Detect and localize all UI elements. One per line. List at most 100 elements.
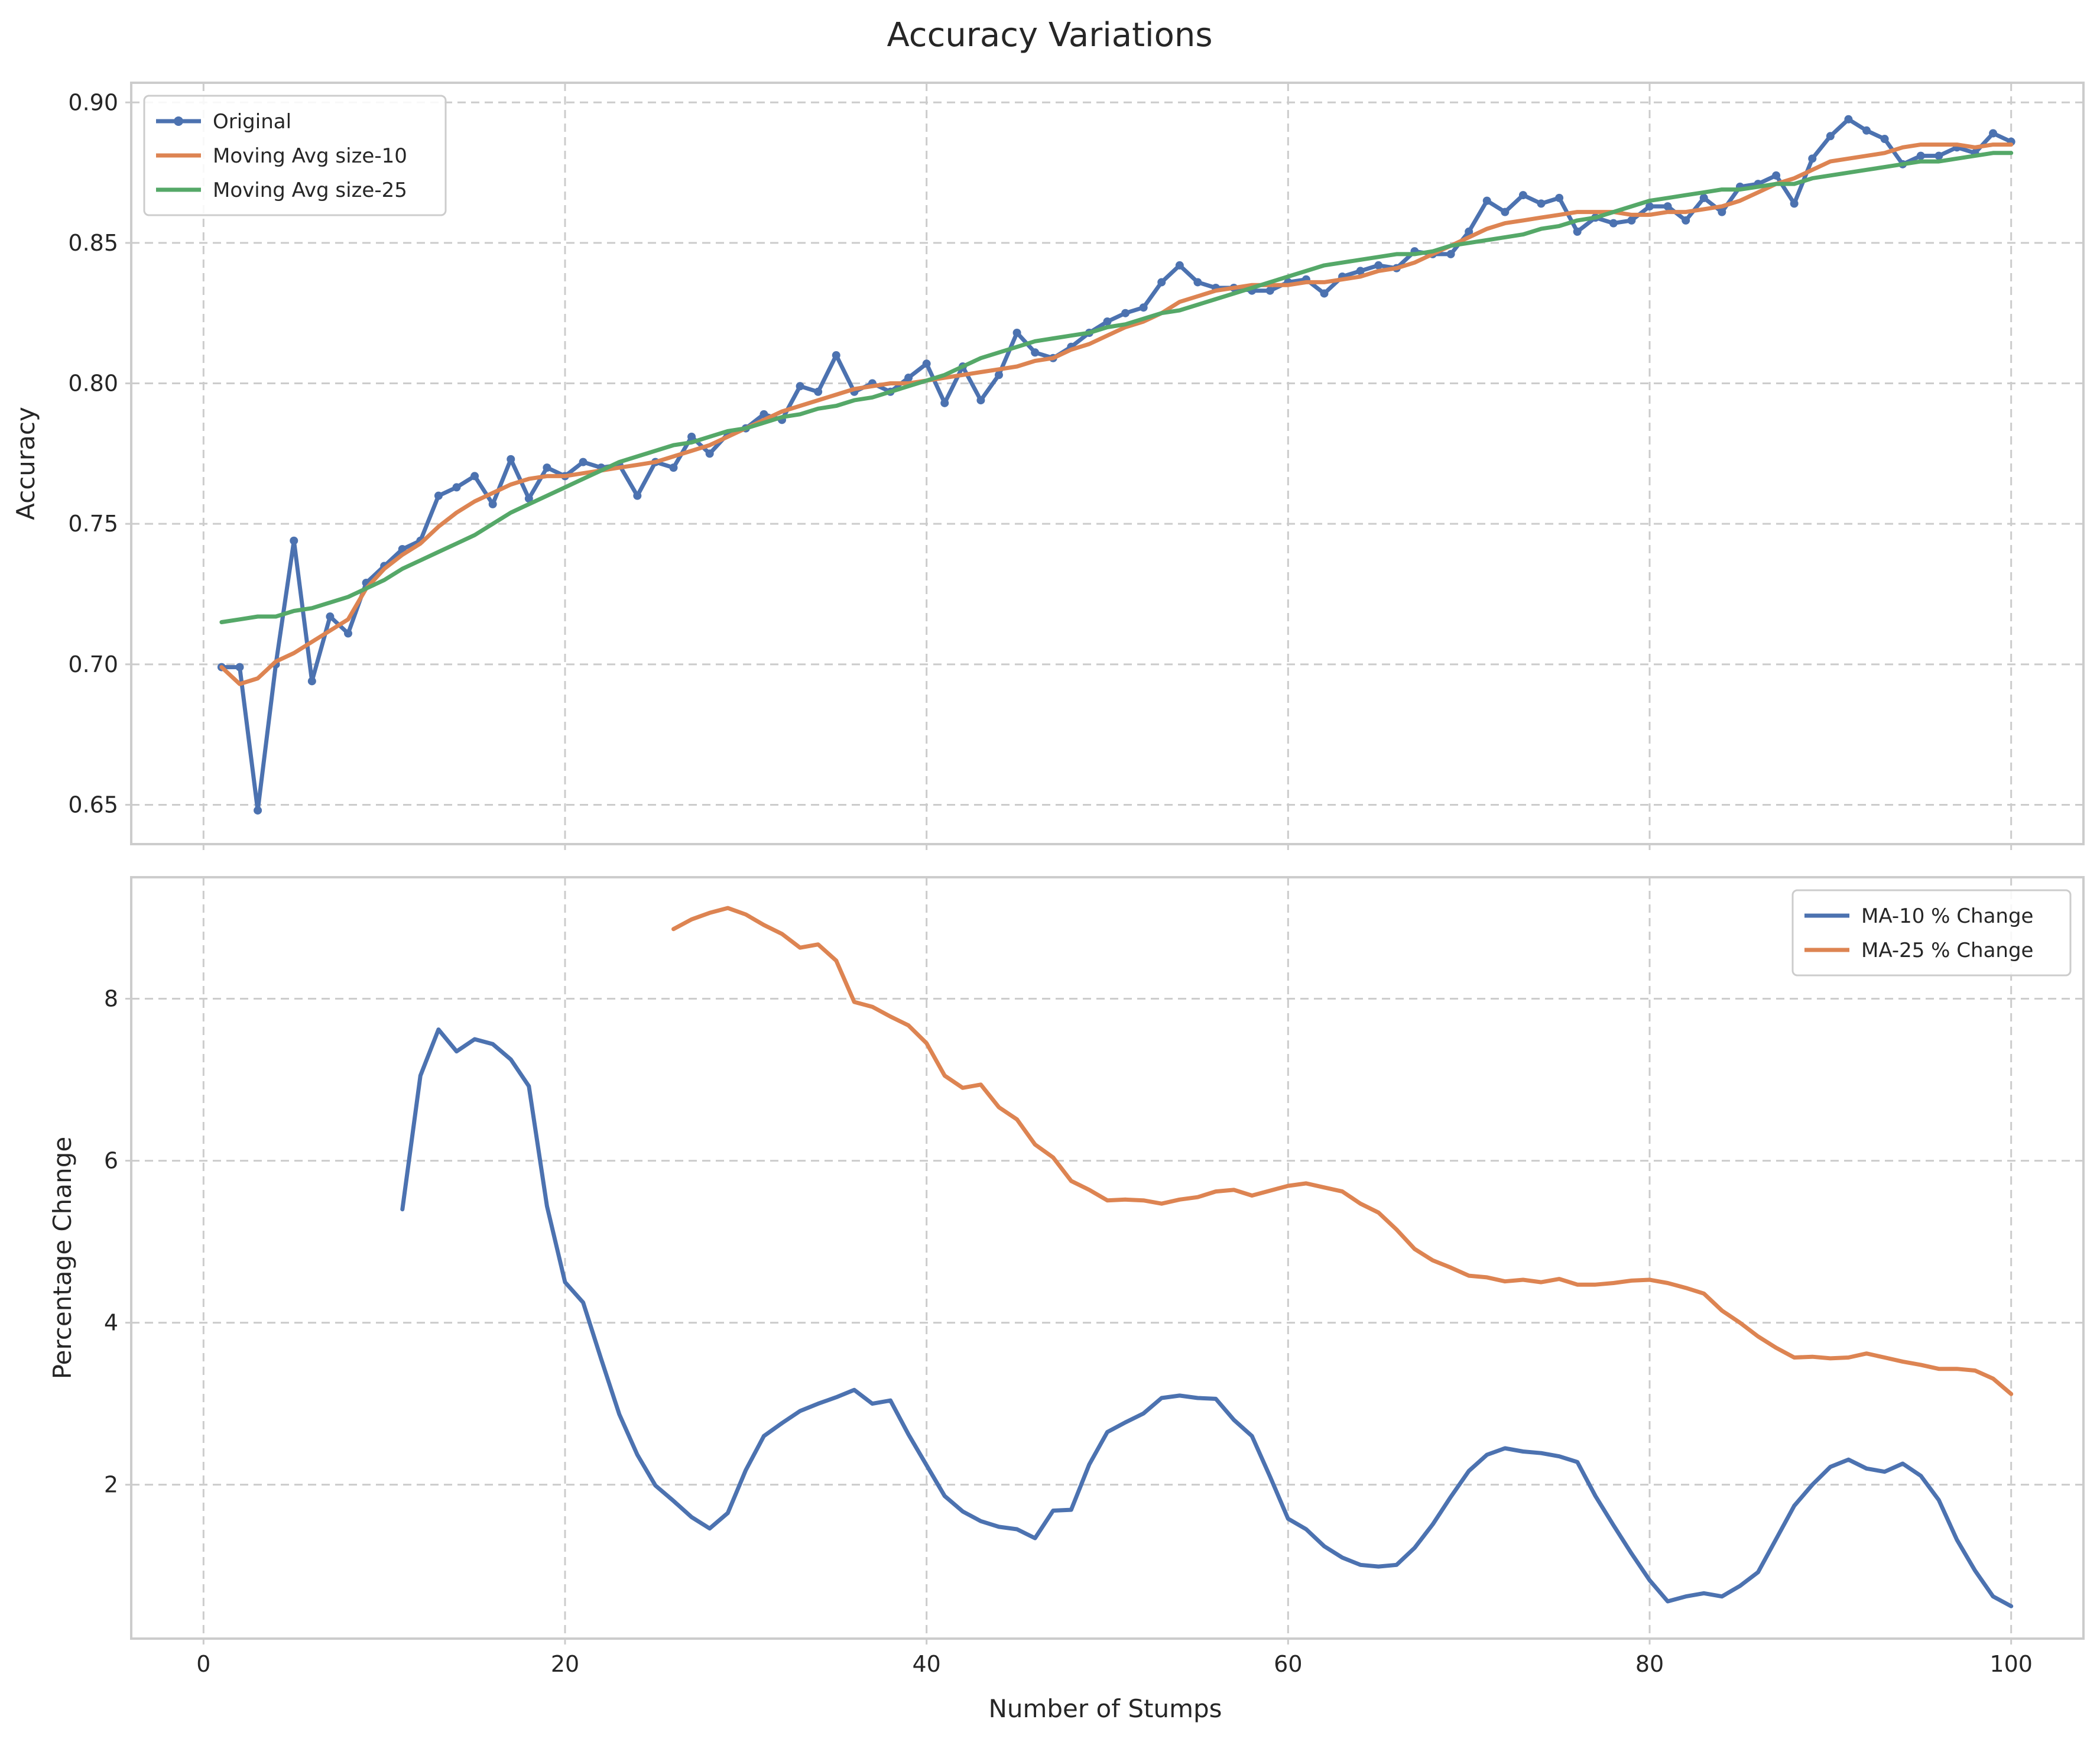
data-point: [434, 491, 443, 500]
data-point: [524, 494, 533, 503]
data-point: [1916, 151, 1925, 160]
data-point: [1446, 249, 1455, 258]
y-tick-label: 0.75: [68, 511, 118, 537]
legend-box: [143, 95, 447, 216]
data-point: [922, 359, 931, 368]
x-tick-label: 20: [551, 1651, 579, 1677]
data-point: [904, 374, 913, 382]
legend-label: Moving Avg size-10: [213, 144, 407, 168]
data-point: [687, 432, 696, 441]
data-point: [1320, 289, 1329, 298]
subplot-percentage-change: 0 20 40 60 80 100 2 4 6 8 Percentage Change MA-10 %…: [48, 876, 2085, 1677]
data-point: [488, 500, 497, 508]
data-point: [1935, 151, 1943, 160]
axes-frame: [130, 82, 2085, 845]
data-point: [1157, 278, 1166, 287]
y-tick-label: 6: [104, 1148, 118, 1174]
data-point: [1518, 191, 1527, 200]
legend: MA-10 % Change MA-25 % Change: [1791, 889, 2072, 977]
data-point: [705, 449, 714, 458]
x-tick-label: 100: [1989, 1651, 2033, 1677]
legend-marker: [174, 116, 183, 126]
series-line-ma-25-change: [671, 906, 2014, 1396]
legend-box: [1791, 889, 2072, 977]
data-point: [1555, 193, 1564, 202]
data-point: [290, 536, 298, 545]
data-point: [235, 663, 244, 672]
data-point: [1265, 286, 1274, 295]
axes-frame: [130, 876, 2085, 1640]
data-point: [1374, 261, 1383, 270]
data-point: [1175, 261, 1184, 270]
data-point: [1465, 227, 1473, 236]
data-point: [1718, 207, 1726, 216]
data-point: [814, 387, 823, 396]
data-point: [1012, 328, 1021, 337]
data-point: [1031, 348, 1040, 357]
data-point: [1537, 199, 1546, 208]
data-point: [832, 351, 840, 360]
data-point: [1663, 202, 1672, 211]
data-point: [940, 398, 949, 407]
series-line-moving-avg-size-10: [219, 142, 2014, 686]
data-point: [796, 382, 804, 391]
data-point: [1103, 317, 1112, 326]
data-point: [1682, 216, 1690, 225]
data-point: [1826, 132, 1835, 141]
y-tick-label: 0.70: [68, 651, 118, 677]
y-tick-label: 0.85: [68, 230, 118, 256]
data-point: [344, 629, 352, 638]
data-point: [254, 806, 262, 815]
data-point: [1844, 115, 1853, 124]
data-point: [1573, 227, 1582, 236]
legend-label: Moving Avg size-25: [213, 179, 407, 202]
data-point: [1139, 303, 1148, 312]
legend-label: MA-25 % Change: [1861, 939, 2033, 962]
data-point: [507, 455, 515, 463]
data-point: [633, 491, 642, 500]
data-point: [1699, 193, 1708, 202]
data-point: [1121, 309, 1130, 317]
data-point: [1501, 207, 1510, 216]
x-tick-label: 0: [196, 1651, 210, 1677]
chart-title: Accuracy Variations: [887, 16, 1212, 54]
data-point: [452, 483, 461, 492]
x-axis-label: Number of Stumps: [988, 1694, 1222, 1723]
data-point: [1772, 171, 1781, 180]
data-point: [1609, 219, 1618, 228]
y-tick-label: 0.80: [68, 371, 118, 397]
data-point: [1880, 135, 1889, 144]
y-tick-label: 4: [104, 1310, 118, 1336]
data-point: [1356, 267, 1365, 275]
y-tick-label: 8: [104, 986, 118, 1012]
legend: Original Moving Avg size-10 Moving Avg siz…: [143, 95, 447, 216]
y-tick-label: 0.65: [68, 792, 118, 818]
legend-label: MA-10 % Change: [1861, 904, 2033, 928]
data-point: [1989, 129, 1998, 138]
data-point: [543, 463, 551, 472]
data-point: [1193, 278, 1202, 287]
data-point: [470, 472, 479, 481]
data-point: [307, 677, 316, 686]
data-point: [1862, 126, 1871, 135]
y-tick-label: 0.90: [68, 89, 118, 115]
data-point: [759, 410, 768, 419]
data-point: [995, 371, 1003, 380]
data-point: [1627, 216, 1636, 225]
data-point: [669, 463, 678, 472]
subplot-accuracy: 0.65 0.70 0.75 0.80 0.85 0.90 Accuracy Original…: [11, 82, 2085, 850]
series-line-ma-10-change: [400, 1027, 2014, 1608]
data-point: [1790, 199, 1799, 208]
data-point: [1482, 196, 1491, 205]
data-point: [976, 396, 985, 405]
series-line-moving-avg-size-25: [219, 151, 2014, 624]
x-tick-label: 60: [1274, 1651, 1302, 1677]
x-tick-label: 40: [912, 1651, 940, 1677]
data-point: [326, 612, 335, 621]
data-point: [1808, 154, 1817, 163]
data-point: [1645, 202, 1654, 211]
y-tick-label: 2: [104, 1472, 118, 1498]
data-point: [579, 458, 588, 466]
